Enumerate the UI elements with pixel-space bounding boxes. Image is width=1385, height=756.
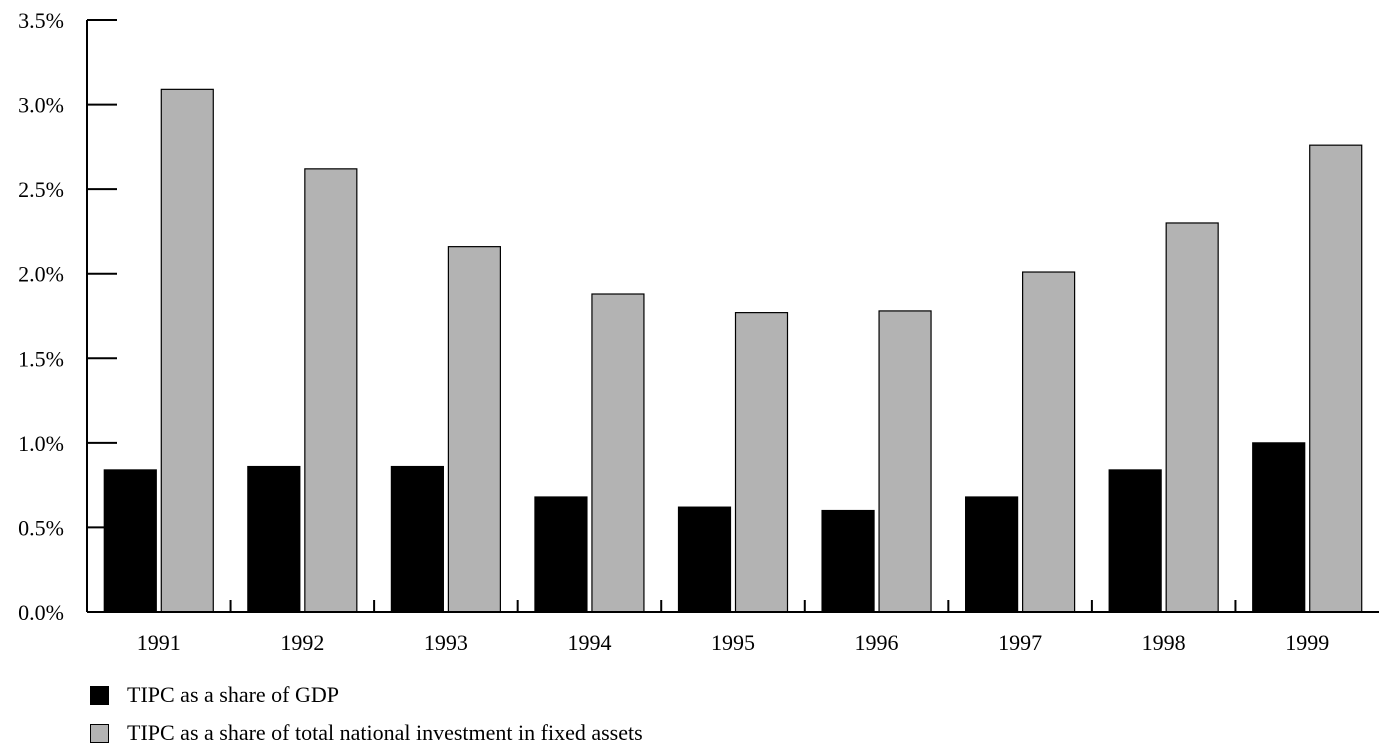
bar-chart: 1991 1992 1993 1994 1995 1996 1997 1998 1999 0.0%…	[18, 8, 1379, 655]
x-tick-label-1999: 1999	[1285, 630, 1329, 655]
x-tick-label-1996: 1996	[855, 630, 899, 655]
y-tick-label: 0.5%	[18, 515, 64, 540]
x-tick-label-1992: 1992	[280, 630, 324, 655]
x-tick-label-1991: 1991	[137, 630, 181, 655]
bar-investment-1993	[447, 246, 501, 613]
legend: TIPC as a share of GDP TIPC as a share o…	[90, 680, 643, 756]
bar-investment-1994	[591, 293, 645, 613]
x-tick-label-1993: 1993	[424, 630, 468, 655]
y-tick-label: 1.5%	[18, 346, 64, 371]
x-tick-label-1995: 1995	[711, 630, 755, 655]
bar-investment-1999	[1309, 144, 1363, 613]
x-tick-label-1994: 1994	[567, 630, 611, 655]
y-tick-label: 3.5%	[18, 8, 64, 33]
legend-label-investment: TIPC as a share of total national invest…	[127, 720, 643, 745]
bar-investment-1998	[1165, 222, 1219, 613]
y-tick-label: 0.0%	[18, 600, 64, 625]
bar-investment-1995	[734, 312, 789, 613]
y-tick-label: 1.0%	[18, 431, 64, 456]
bar-investment-1997	[1022, 271, 1076, 613]
bar-gdp-1994	[534, 496, 588, 613]
bar-gdp-1992	[247, 465, 301, 613]
bar-gdp-1998	[1108, 469, 1162, 613]
legend-swatch-investment	[90, 723, 109, 743]
y-tick-label: 2.5%	[18, 177, 64, 202]
bar-investment-1992	[304, 168, 358, 613]
legend-item-gdp: TIPC as a share of GDP	[90, 680, 643, 710]
x-tick-label-1998: 1998	[1142, 630, 1186, 655]
bar-gdp-1997	[965, 496, 1019, 613]
y-tick-label: 3.0%	[18, 93, 64, 118]
bar-gdp-1993	[390, 465, 444, 613]
y-tick-label: 2.0%	[18, 262, 64, 287]
bar-investment-1996	[878, 310, 932, 613]
bar-gdp-1995	[677, 506, 732, 613]
bar-gdp-1996	[821, 509, 875, 613]
bar-gdp-1999	[1252, 442, 1306, 613]
legend-item-investment: TIPC as a share of total national invest…	[90, 718, 643, 748]
bar-investment-1991	[160, 88, 214, 613]
x-tick-label-1997: 1997	[998, 630, 1042, 655]
legend-swatch-gdp	[90, 685, 109, 705]
legend-label-gdp: TIPC as a share of GDP	[127, 682, 340, 707]
bar-gdp-1991	[103, 469, 157, 613]
